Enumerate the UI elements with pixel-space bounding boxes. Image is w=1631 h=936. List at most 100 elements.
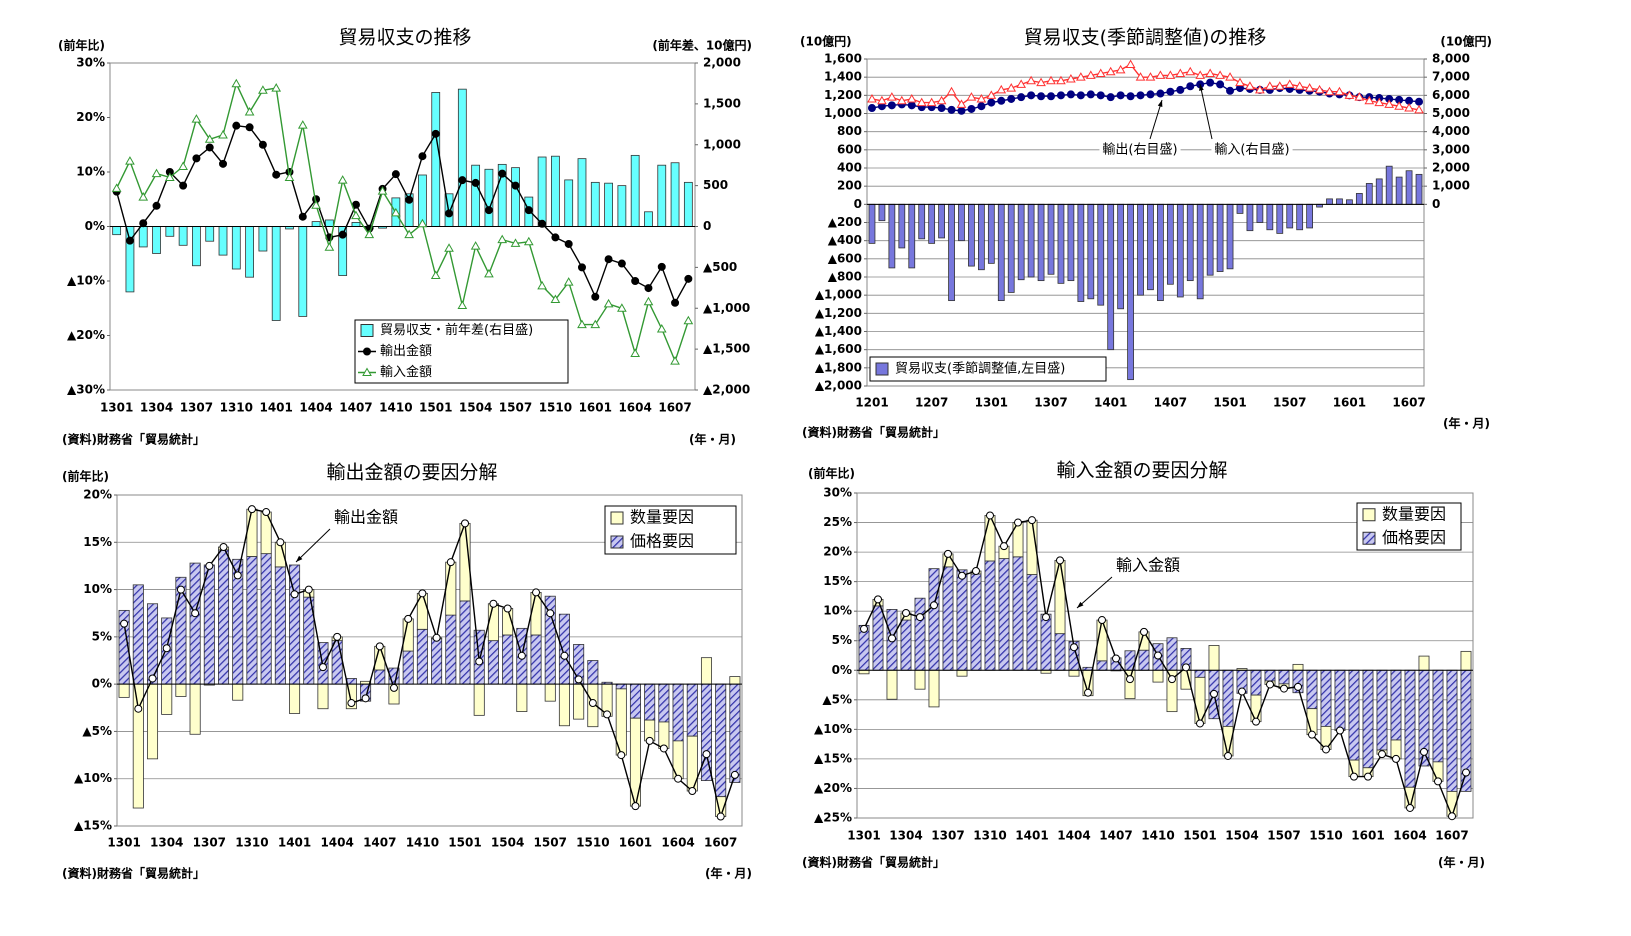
- bar: [1147, 203, 1154, 291]
- bar: [715, 683, 727, 798]
- x-tick-label: 1401: [1015, 829, 1048, 843]
- bar: [868, 203, 876, 244]
- marker: [684, 274, 693, 283]
- ylabel: (10億円): [800, 34, 852, 49]
- marker: [1006, 83, 1017, 92]
- marker: [957, 106, 966, 115]
- marker: [617, 751, 626, 760]
- bar: [1222, 669, 1234, 727]
- marker: [564, 239, 573, 248]
- y-tick-label: 30%: [76, 56, 105, 70]
- y-tick-label: 800: [837, 124, 862, 138]
- y-tick-label: 20%: [823, 545, 852, 559]
- marker: [347, 699, 356, 708]
- bar: [1432, 669, 1444, 763]
- y-tick-label: ▲600: [828, 251, 862, 265]
- marker: [430, 270, 441, 280]
- bar: [1296, 203, 1304, 231]
- bar: [914, 597, 926, 671]
- bar: [928, 203, 936, 244]
- marker: [1047, 92, 1056, 101]
- marker: [1098, 616, 1106, 625]
- bar: [629, 683, 641, 719]
- bar: [604, 182, 613, 227]
- marker: [1084, 688, 1092, 697]
- marker: [1056, 556, 1064, 565]
- x-tick-label: 1604: [1393, 829, 1426, 843]
- x-tick-label: 1601: [619, 836, 652, 850]
- callout-arrow: [1199, 83, 1213, 140]
- bar: [1390, 669, 1402, 741]
- marker: [1308, 730, 1316, 739]
- marker: [1364, 772, 1372, 781]
- marker: [1462, 768, 1470, 777]
- y-tick-label: ▲1,600: [815, 342, 862, 356]
- marker: [588, 699, 597, 708]
- bar: [258, 226, 268, 252]
- marker: [1156, 89, 1165, 98]
- marker: [1042, 613, 1050, 622]
- marker: [1255, 84, 1265, 94]
- source: (資料)財務省「貿易統計」: [802, 425, 945, 440]
- bar: [189, 562, 201, 685]
- y-tick-label: 0%: [85, 219, 105, 233]
- y-tick-label: 10%: [823, 604, 852, 618]
- marker: [937, 104, 946, 113]
- marker: [887, 101, 896, 110]
- bar: [1376, 669, 1388, 751]
- bar: [1152, 669, 1164, 683]
- marker: [178, 161, 188, 171]
- marker: [1392, 754, 1400, 763]
- bar: [1276, 203, 1284, 234]
- marker: [1185, 66, 1196, 76]
- bar: [245, 226, 254, 278]
- marker: [1106, 93, 1115, 102]
- marker: [551, 233, 560, 242]
- y2-tick-label: 6,000: [1432, 88, 1470, 102]
- x-tick-label: 1407: [1154, 396, 1187, 410]
- marker: [1105, 66, 1116, 76]
- x-tick-label: 1507: [534, 836, 567, 850]
- y2-tick-label: ▲1,500: [703, 342, 750, 356]
- bar: [956, 569, 968, 671]
- marker: [930, 601, 938, 610]
- bar: [516, 683, 528, 712]
- y-tick-label: 1,600: [824, 52, 862, 66]
- bar: [1208, 645, 1220, 671]
- x-tick-label: 1507: [499, 401, 532, 415]
- bar: [1415, 173, 1423, 205]
- bar: [1068, 669, 1080, 677]
- x-tick-label: 1310: [235, 836, 268, 850]
- y-tick-label: 15%: [823, 574, 852, 588]
- chart: 輸入金額の要因分解 (前年比) (資料)財務省「貿易統計」 (年・月) 30% 25% 20…: [802, 460, 1485, 870]
- y-tick-label: 0: [854, 197, 862, 211]
- bar: [657, 164, 667, 227]
- marker: [1344, 90, 1355, 99]
- x-tick-label: 1207: [915, 396, 948, 410]
- marker: [361, 694, 370, 703]
- arrow-head: [1199, 84, 1204, 91]
- marker: [1112, 654, 1120, 663]
- marker: [1096, 91, 1105, 100]
- bar: [1037, 203, 1045, 282]
- bar: [473, 683, 485, 716]
- callout-bg: [330, 506, 402, 528]
- marker: [362, 367, 372, 376]
- bar: [1007, 203, 1015, 293]
- marker: [1056, 75, 1066, 85]
- x-tick-label: 1504: [1225, 829, 1258, 843]
- marker: [1322, 745, 1330, 754]
- marker: [284, 172, 295, 181]
- marker: [550, 294, 561, 304]
- bar: [246, 508, 258, 557]
- marker: [1176, 85, 1185, 94]
- marker: [643, 296, 654, 306]
- marker: [1420, 747, 1428, 756]
- marker: [1017, 93, 1026, 102]
- marker: [125, 236, 134, 245]
- legend-swatch: [360, 324, 374, 337]
- marker: [1115, 64, 1126, 74]
- title: 貿易収支(季節調整値)の推移: [1024, 27, 1267, 49]
- marker: [532, 588, 541, 597]
- marker: [1448, 812, 1456, 821]
